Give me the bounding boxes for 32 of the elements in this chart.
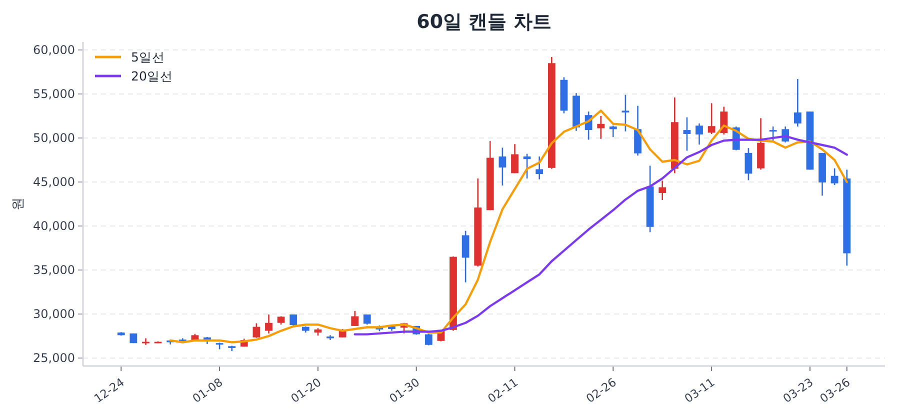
y-tick-label: 30,000 — [33, 307, 75, 322]
candlestick — [744, 147, 752, 181]
legend-label: 20일선 — [131, 68, 173, 84]
candlestick — [511, 143, 518, 174]
candlestick — [523, 153, 531, 180]
candlestick — [696, 122, 703, 146]
candlestick — [424, 333, 432, 346]
candlestick — [609, 124, 617, 138]
candlestick — [351, 310, 359, 327]
candlestick — [498, 147, 506, 186]
candlestick — [830, 168, 838, 186]
candlestick — [536, 156, 544, 180]
candlestick — [462, 230, 470, 284]
candlestick — [597, 115, 605, 140]
candlestick — [252, 322, 260, 338]
y-tick-label: 40,000 — [33, 219, 75, 234]
candlestick — [658, 180, 666, 201]
candlestick — [622, 94, 630, 132]
y-tick-label: 45,000 — [33, 174, 75, 189]
y-tick-label: 25,000 — [33, 351, 75, 366]
chart-title: 60일 캔들 차트 — [416, 11, 552, 33]
candlestick — [769, 126, 777, 142]
y-axis-title: 원 — [11, 198, 26, 210]
y-tick-label: 35,000 — [33, 263, 75, 278]
candlestick — [708, 102, 716, 135]
y-tick-label: 60,000 — [33, 42, 75, 57]
candlestick — [794, 78, 802, 128]
candlestick — [683, 116, 691, 152]
y-tick-label: 55,000 — [33, 86, 75, 101]
y-tick-label: 50,000 — [33, 130, 75, 145]
legend-label: 5일선 — [131, 50, 165, 64]
candlestick — [265, 314, 272, 334]
